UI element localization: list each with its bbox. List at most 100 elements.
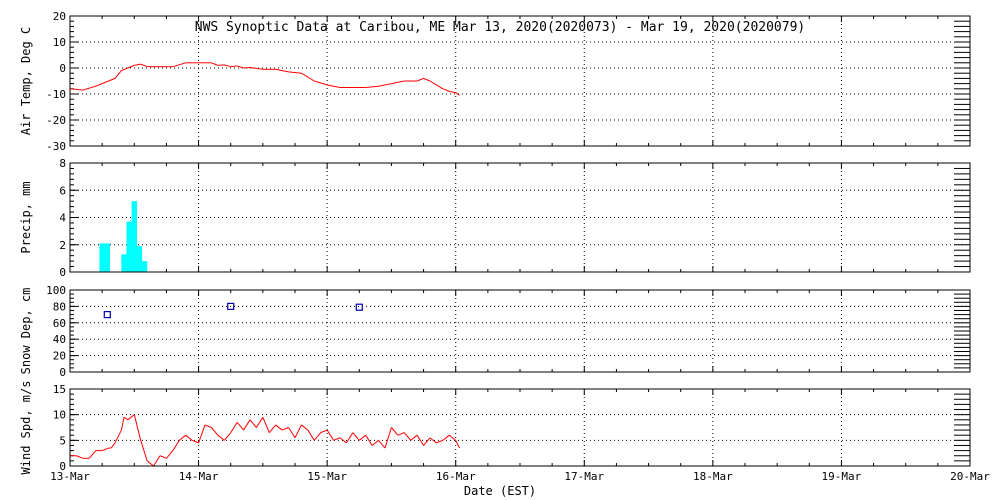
series-line-segment [301, 424, 309, 431]
series-line-segment [371, 439, 379, 446]
series-line-segment [108, 77, 116, 82]
y-tick-label: 5 [59, 434, 66, 447]
panel-frame [69, 388, 971, 467]
series-line-segment [76, 455, 84, 459]
y-axis-label: Wind Spd, m/s [19, 381, 33, 475]
series-line-segment [101, 447, 109, 452]
y-tick-label: 10 [53, 409, 66, 422]
y-tick-label: 0 [59, 366, 66, 379]
y-tick-label: 2 [59, 239, 66, 252]
precip-bar [104, 243, 110, 272]
series-line-segment [281, 427, 289, 431]
series-line-segment [249, 66, 263, 70]
series-line-segment [268, 424, 277, 433]
series-line-segment [275, 68, 289, 73]
series-line-segment [110, 442, 116, 449]
series-line-segment [391, 80, 405, 85]
series-line-segment [223, 432, 232, 441]
series-line-segment [211, 62, 219, 66]
y-axis-label: Precip, mm [19, 181, 33, 253]
y-tick-label: 60 [53, 317, 66, 330]
series-line-segment [243, 66, 251, 69]
series-line-segment [123, 416, 129, 421]
panel-frame [69, 289, 971, 373]
series-line-segment [378, 440, 386, 449]
series-line-segment [397, 432, 405, 436]
series-line-segment [384, 427, 392, 449]
y-tick-label: 20 [53, 10, 66, 23]
series-line-segment [88, 450, 97, 459]
series-line-segment [275, 424, 283, 431]
series-line-segment [217, 434, 225, 441]
y-tick-label: 0 [59, 62, 66, 75]
series-line-segment [403, 432, 412, 441]
series-line-segment [358, 434, 367, 441]
series-line-segment [178, 434, 187, 441]
y-tick-label: 100 [46, 284, 66, 297]
data-point [355, 303, 363, 311]
data-point [227, 302, 235, 310]
series-line-segment [391, 427, 399, 436]
series-line-segment [410, 434, 418, 441]
series-line-segment [288, 427, 296, 439]
series-line-segment [224, 64, 231, 68]
data-point [103, 311, 111, 319]
series-line-segment [140, 63, 148, 68]
series-line-segment [416, 77, 424, 82]
series-line-segment [339, 437, 347, 444]
series-line-segment [365, 85, 379, 88]
series-line-segment [436, 84, 444, 90]
series-line-segment [352, 432, 360, 441]
y-tick-label: 40 [53, 333, 66, 346]
series-line-segment [313, 432, 322, 441]
series-line-segment [114, 429, 122, 444]
y-tick-label: 6 [59, 184, 66, 197]
series-line-segment [346, 432, 354, 444]
panel-wind-speed: 15 10 5 0 Wind Spd, m/s [19, 381, 971, 475]
y-tick-label: -20 [46, 114, 66, 127]
series-line-segment [455, 92, 460, 96]
series-line-segment [69, 88, 83, 91]
series-line-segment [134, 63, 141, 66]
series-line-segment [101, 80, 109, 85]
series-line-segment [172, 62, 186, 68]
y-tick-label: 0 [59, 266, 66, 279]
series-line-segment [230, 422, 238, 433]
series-line-segment [236, 422, 244, 431]
series-line-segment [236, 65, 244, 69]
series-line-segment [249, 419, 257, 428]
y-tick-label: 80 [53, 300, 66, 313]
series-line-segment [191, 439, 199, 444]
x-tick-label: 15-Mar [307, 470, 347, 483]
series-line-segment [217, 64, 225, 66]
series-line-segment [146, 460, 154, 467]
series-line-segment [166, 450, 174, 459]
series-line-segment [133, 414, 142, 441]
series-line-segment [307, 429, 315, 441]
series-line-segment [378, 83, 392, 87]
series-line-segment [159, 455, 167, 459]
x-axis-label: Date (EST) [463, 484, 537, 498]
y-tick-label: 8 [59, 157, 66, 170]
series-line-segment [429, 437, 437, 444]
series-line-segment [153, 455, 161, 467]
series-line-segment [121, 64, 135, 72]
series-line-segment [301, 72, 315, 82]
precip-bar [99, 243, 105, 272]
y-tick-label: -30 [46, 140, 66, 153]
precip-bar [126, 221, 132, 272]
series-line-segment [320, 429, 328, 434]
precip-bar [141, 261, 148, 272]
y-tick-label: -10 [46, 88, 66, 101]
series-line-segment [429, 80, 437, 86]
series-line-segment [455, 440, 461, 449]
panel-frame [69, 162, 971, 273]
series-line-segment [448, 434, 457, 441]
x-tick-label: 14-Mar [179, 470, 219, 483]
y-axis-label: Snow Dep, cm [19, 288, 33, 375]
series-line-segment [256, 416, 264, 428]
y-tick-label: 15 [53, 383, 66, 396]
series-line-segment [423, 437, 431, 446]
series-line-segment [442, 434, 450, 441]
